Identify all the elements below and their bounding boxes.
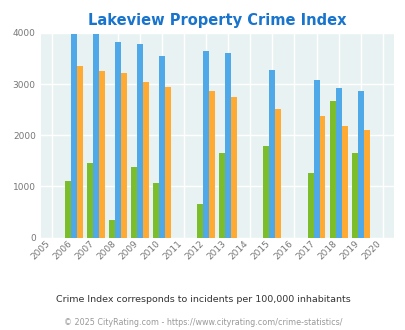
- Bar: [329, 101, 335, 238]
- Bar: [351, 153, 357, 238]
- Bar: [319, 116, 325, 238]
- Bar: [275, 109, 281, 238]
- Bar: [341, 126, 347, 238]
- Bar: [115, 42, 121, 238]
- Bar: [121, 73, 126, 238]
- Bar: [164, 87, 171, 238]
- Bar: [143, 82, 149, 238]
- Bar: [70, 34, 77, 238]
- Bar: [209, 91, 215, 238]
- Bar: [153, 183, 159, 238]
- Bar: [202, 51, 209, 238]
- Bar: [131, 167, 136, 238]
- Bar: [269, 70, 275, 238]
- Bar: [136, 44, 143, 238]
- Bar: [231, 97, 237, 238]
- Bar: [225, 53, 231, 238]
- Bar: [87, 163, 93, 238]
- Legend: Lakeview, Arkansas, National: Lakeview, Arkansas, National: [92, 329, 341, 330]
- Title: Lakeview Property Crime Index: Lakeview Property Crime Index: [88, 13, 345, 28]
- Bar: [98, 71, 104, 238]
- Bar: [363, 130, 369, 238]
- Bar: [77, 66, 83, 238]
- Bar: [109, 220, 115, 238]
- Bar: [307, 173, 313, 238]
- Bar: [313, 80, 319, 238]
- Bar: [159, 56, 164, 238]
- Bar: [357, 91, 363, 238]
- Bar: [335, 88, 341, 238]
- Bar: [197, 204, 202, 238]
- Bar: [263, 146, 269, 238]
- Bar: [65, 181, 70, 238]
- Text: © 2025 CityRating.com - https://www.cityrating.com/crime-statistics/: © 2025 CityRating.com - https://www.city…: [64, 318, 341, 327]
- Bar: [93, 34, 98, 238]
- Text: Crime Index corresponds to incidents per 100,000 inhabitants: Crime Index corresponds to incidents per…: [55, 295, 350, 304]
- Bar: [219, 153, 225, 238]
